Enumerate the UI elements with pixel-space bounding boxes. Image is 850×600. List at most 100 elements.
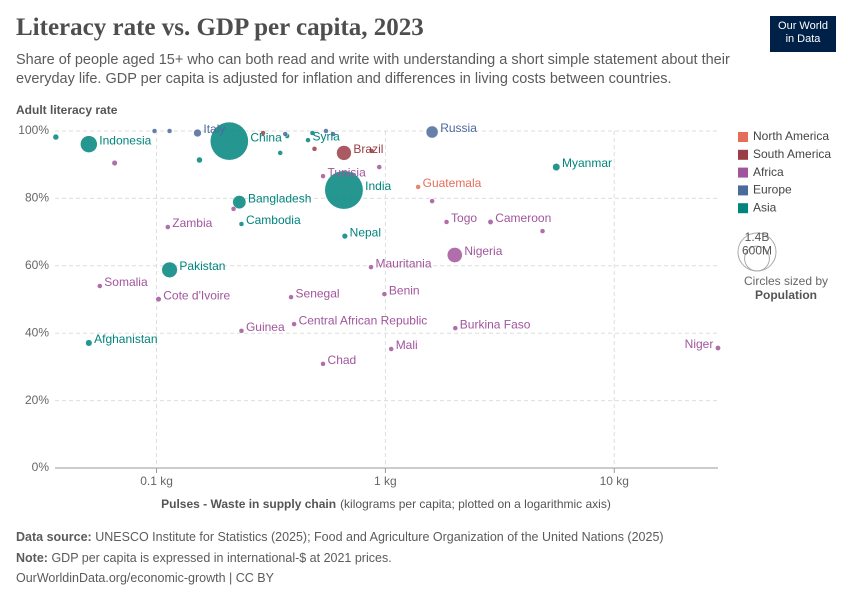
legend-swatch[interactable] [738,185,748,196]
x-tick-label: 0.1 kg [140,474,173,488]
point [381,291,388,297]
footer: Data source: UNESCO Institute for Statis… [16,527,664,589]
y-tick-label: 40% [25,325,49,339]
point [309,130,316,136]
note-line: Note: GDP per capita is expressed in int… [16,548,664,569]
logo-line: Our World [778,20,828,32]
size-legend-variable: Population [755,288,817,302]
point-label: India [365,179,391,193]
point-label: Nigeria [464,244,502,258]
point [165,224,171,230]
point [288,294,294,300]
point [193,128,202,138]
legend-swatch[interactable] [738,149,748,160]
point [388,346,394,352]
point [487,219,494,225]
legend-label: North America [753,129,829,143]
y-tick-label: 60% [25,258,49,272]
point [443,219,450,225]
point-label: Cote d'Ivoire [163,288,230,302]
x-tick-label: 10 kg [600,474,629,488]
legend-swatch[interactable] [738,203,748,214]
point [80,135,98,153]
point-label: Mauritania [375,256,431,270]
source-label: Data source: [16,530,92,544]
point [320,173,326,179]
chart-subtitle: Share of people aged 15+ who can both re… [16,52,730,87]
point-label: Cambodia [246,213,301,227]
y-tick-label: 0% [32,460,50,474]
point-label: Nepal [350,225,381,239]
point [232,195,247,210]
point-label: Somalia [104,275,148,289]
point-label: Russia [440,121,477,135]
point [196,156,203,164]
url[interactable]: OurWorldinData.org/economic-growth | CC … [16,571,274,585]
point-label: Brazil [353,142,383,156]
chart-title: Literacy rate vs. GDP per capita, 2023 [16,14,424,41]
y-axis-label: Adult literacy rate [16,103,118,117]
legend-label: Europe [753,183,792,197]
point-label: Afghanistan [94,332,157,346]
point [368,264,374,270]
point-label: Niger [685,337,714,351]
point [539,228,546,234]
point-label: Indonesia [99,133,151,147]
legend-swatch[interactable] [738,132,748,142]
point [341,233,348,240]
point [97,283,103,289]
note-label: Note: [16,550,48,565]
logo-line: in Data [785,33,821,45]
point [52,133,60,141]
point [305,137,311,143]
point-label: Guatemala [423,176,482,190]
legend-swatch[interactable] [738,167,748,178]
point [324,170,364,210]
point [155,296,162,303]
point [238,328,245,334]
point [85,339,93,347]
logo[interactable]: Our World in Data [770,16,836,52]
x-tick-label: 1 kg [374,474,397,488]
point [452,325,459,331]
legend-label: South America [753,147,831,161]
point-label: Pakistan [179,259,225,273]
point [151,128,158,134]
point [425,125,439,139]
point [282,131,288,137]
point [330,131,336,137]
size-legend-circle [744,245,770,272]
point [715,345,721,351]
x-axis-label: Pulses - Waste in supply chain (kilograms… [161,497,611,511]
point [230,206,237,212]
source-line: Data source: UNESCO Institute for Statis… [16,527,664,548]
point [210,121,249,161]
y-tick-label: 20% [25,393,49,407]
point-label: Mali [396,338,418,352]
x-axis-note: (kilograms per capita; plotted on a loga… [340,497,611,511]
x-axis-title: Pulses - Waste in supply chain [161,497,336,511]
point-label: Bangladesh [248,191,311,205]
point-label: China [250,130,282,144]
point [238,221,245,227]
point [415,184,421,190]
point-label: Senegal [296,286,340,300]
size-legend-label: 1.4B [745,230,770,244]
point-label: Tunisia [328,165,367,179]
point [277,150,283,156]
point-label: Togo [451,211,477,225]
point-label: Zambia [172,216,212,230]
point [323,128,329,134]
point [368,148,375,154]
point [291,321,297,327]
point [320,361,326,367]
legend-label: Asia [753,200,777,214]
point-label: Italy [203,122,225,136]
point-label: Benin [389,283,420,297]
point [336,145,352,161]
point [376,164,382,170]
point [161,261,178,278]
point [166,128,173,134]
